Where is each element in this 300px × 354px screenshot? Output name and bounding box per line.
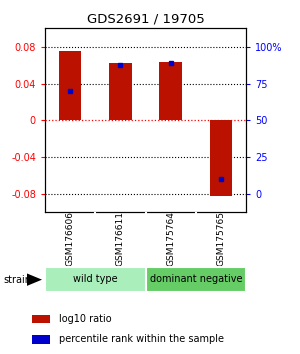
Text: log10 ratio: log10 ratio bbox=[58, 314, 111, 324]
Text: dominant negative: dominant negative bbox=[149, 274, 242, 284]
Bar bbox=[59, 51, 81, 120]
Text: GSM176611: GSM176611 bbox=[116, 211, 125, 267]
Text: GSM175764: GSM175764 bbox=[166, 211, 175, 267]
Text: GSM176606: GSM176606 bbox=[66, 211, 75, 267]
Title: GDS2691 / 19705: GDS2691 / 19705 bbox=[87, 13, 204, 26]
Bar bbox=[45, 267, 146, 292]
Polygon shape bbox=[27, 273, 42, 286]
Text: wild type: wild type bbox=[73, 274, 118, 284]
Bar bbox=[210, 120, 232, 196]
Text: percentile rank within the sample: percentile rank within the sample bbox=[58, 335, 224, 344]
Bar bbox=[32, 315, 50, 323]
Text: strain: strain bbox=[3, 275, 31, 285]
Bar bbox=[32, 335, 50, 343]
Bar bbox=[146, 267, 246, 292]
Bar bbox=[109, 63, 132, 120]
Bar bbox=[159, 62, 182, 120]
Text: GSM175765: GSM175765 bbox=[216, 211, 225, 267]
